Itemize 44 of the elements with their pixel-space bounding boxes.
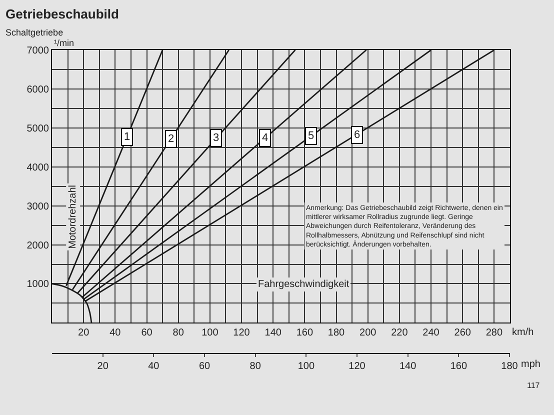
x-tick-label: 80 [172,328,184,339]
x2-tick-label: 60 [198,361,210,372]
y-tick-label: 6000 [26,84,50,96]
x-tick-label: 240 [422,328,440,339]
annotation: 6 [354,129,360,141]
y-tick-label: 7000 [26,46,50,56]
x2-tick-label: 100 [298,361,315,372]
text: mph [521,359,540,370]
x-tick-label: 40 [110,328,122,339]
x-axis-title: Fahrgeschwindigkeit [258,279,350,290]
x-tick-label: 280 [486,328,503,339]
annotation: 2 [168,133,174,145]
x2-tick-label: 180 [501,361,518,372]
y-tick-label: 2000 [26,240,50,252]
x-tick-label: 180 [328,328,346,339]
y-tick-label: 5000 [26,123,50,134]
x-tick-label: 260 [454,328,472,339]
annotation: 4 [262,132,268,144]
x-tick-label: 160 [296,328,314,339]
y-tick-label: 3000 [26,201,50,212]
text: 117 [527,381,540,390]
x2-tick-label: 160 [450,361,468,372]
x-tick-label: 60 [141,328,153,339]
chart-subtitle: Schaltgetriebe [6,28,64,38]
annotation: 1 [124,131,130,143]
x-tick-label: 200 [360,328,377,339]
x2-tick-label: 120 [348,361,366,372]
x2-tick-label: 20 [97,361,109,372]
text: km/h [512,327,534,338]
x2-tick-label: 40 [148,361,160,372]
text: ¹/min [54,38,74,48]
annotation: 3 [213,132,220,144]
y-tick-label: 4000 [26,162,50,174]
x-tick-label: 100 [202,328,219,339]
y-tick-label: 1000 [26,279,50,290]
x-tick-label: 140 [264,328,282,339]
x-tick-label: 220 [391,328,408,339]
annotation: 5 [308,130,314,142]
x2-tick-label: 80 [250,361,262,372]
x-tick-label: 20 [78,328,90,339]
x-tick-label: 120 [233,328,250,339]
y-axis-title: Motordrehzahl [68,184,79,249]
x2-tick-label: 140 [399,361,417,372]
chart-title: Getriebeschaubild [6,6,120,22]
